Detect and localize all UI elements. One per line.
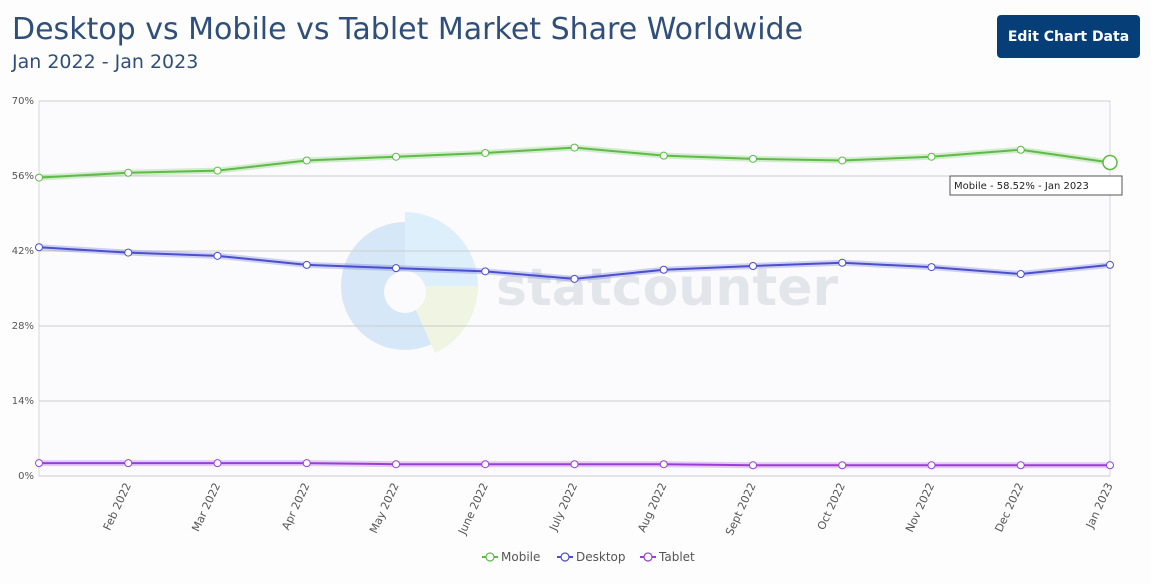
edit-chart-data-button[interactable]: Edit Chart Data <box>997 15 1140 58</box>
y-tick-label: 56% <box>12 171 34 182</box>
x-tick-label: Aug 2022 <box>635 481 669 535</box>
x-tick-label: Apr 2022 <box>279 481 312 532</box>
tablet-data-point <box>392 460 400 469</box>
x-tick-label: Nov 2022 <box>903 481 937 535</box>
mobile-data-point <box>302 156 311 165</box>
x-tick-label: Oct 2022 <box>815 481 848 532</box>
desktop-data-point <box>213 251 222 260</box>
legend-item-mobile: Mobile <box>482 550 540 564</box>
desktop-data-point <box>659 265 668 274</box>
x-tick-label: Dec 2022 <box>992 481 1026 534</box>
x-tick-label: June 2022 <box>455 481 491 538</box>
desktop-data-point <box>481 267 490 276</box>
desktop-legend-label: Desktop <box>576 550 626 564</box>
mobile-data-point <box>481 148 490 157</box>
mobile-data-point <box>213 166 222 175</box>
y-tick-label: 28% <box>12 321 34 332</box>
tablet-data-point <box>1016 461 1025 470</box>
desktop-data-point <box>749 262 757 270</box>
x-tick-label: July 2022 <box>546 481 580 534</box>
x-tick-label: May 2022 <box>367 481 402 536</box>
desktop-data-point <box>570 274 579 283</box>
mobile-data-point <box>749 154 757 163</box>
desktop-legend-marker <box>560 552 570 562</box>
desktop-data-point <box>302 260 311 269</box>
desktop-data-point <box>124 248 133 257</box>
x-tick-label: Sept 2022 <box>723 481 759 538</box>
tablet-data-point <box>213 459 222 468</box>
tablet-data-point <box>659 460 668 469</box>
plot-area <box>38 100 1111 477</box>
mobile-data-point <box>35 173 43 182</box>
x-tick-label: Feb 2022 <box>101 481 134 533</box>
tablet-data-point <box>927 461 936 470</box>
tooltip-box <box>949 175 1123 196</box>
chart-title: Desktop vs Mobile vs Tablet Market Share… <box>12 12 804 47</box>
desktop-data-point <box>838 258 847 267</box>
legend-item-desktop: Desktop <box>557 550 626 564</box>
watermark-logo-segment-yellow <box>405 286 478 353</box>
tooltip-text: Mobile - 58.52% - Jan 2023 <box>954 181 1089 192</box>
legend-item-tablet: Tablet <box>640 550 695 564</box>
mobile-data-point <box>659 151 668 160</box>
mobile-hover-point <box>1102 154 1118 171</box>
tablet-data-point <box>1106 461 1114 470</box>
y-tick-label: 42% <box>12 246 34 257</box>
desktop-data-point <box>35 243 43 252</box>
desktop-data-point <box>1016 270 1025 279</box>
mobile-data-point <box>570 143 579 152</box>
chart-subtitle: Jan 2022 - Jan 2023 <box>12 51 199 73</box>
tablet-data-point <box>124 459 133 468</box>
y-tick-label: 14% <box>12 396 34 407</box>
desktop-data-point <box>1106 260 1114 269</box>
mobile-data-point <box>838 156 847 165</box>
watermark-logo-segment-blue <box>405 212 479 286</box>
y-tick-label: 70% <box>12 96 34 107</box>
x-tick-label: Mar 2022 <box>189 481 223 534</box>
tablet-data-point <box>302 459 311 468</box>
mobile-data-point <box>927 152 936 161</box>
tablet-legend-marker <box>643 552 653 562</box>
x-tick-label: Jan 2023 <box>1083 481 1116 531</box>
mobile-legend-marker <box>485 552 495 562</box>
tablet-data-point <box>481 460 490 469</box>
y-tick-label: 0% <box>18 471 34 482</box>
tablet-legend-label: Tablet <box>658 550 695 564</box>
mobile-legend-label: Mobile <box>501 550 540 564</box>
tablet-data-point <box>749 461 757 470</box>
desktop-data-point <box>392 264 400 273</box>
mobile-data-point <box>1016 145 1025 154</box>
mobile-data-point <box>392 152 400 161</box>
tablet-data-point <box>838 461 847 470</box>
mobile-data-point <box>124 168 133 177</box>
tooltip: Mobile - 58.52% - Jan 2023 <box>949 175 1123 196</box>
tablet-data-point <box>570 460 579 469</box>
desktop-data-point <box>927 263 936 272</box>
tablet-data-point <box>35 459 43 468</box>
watermark-logo-hole <box>384 271 426 313</box>
